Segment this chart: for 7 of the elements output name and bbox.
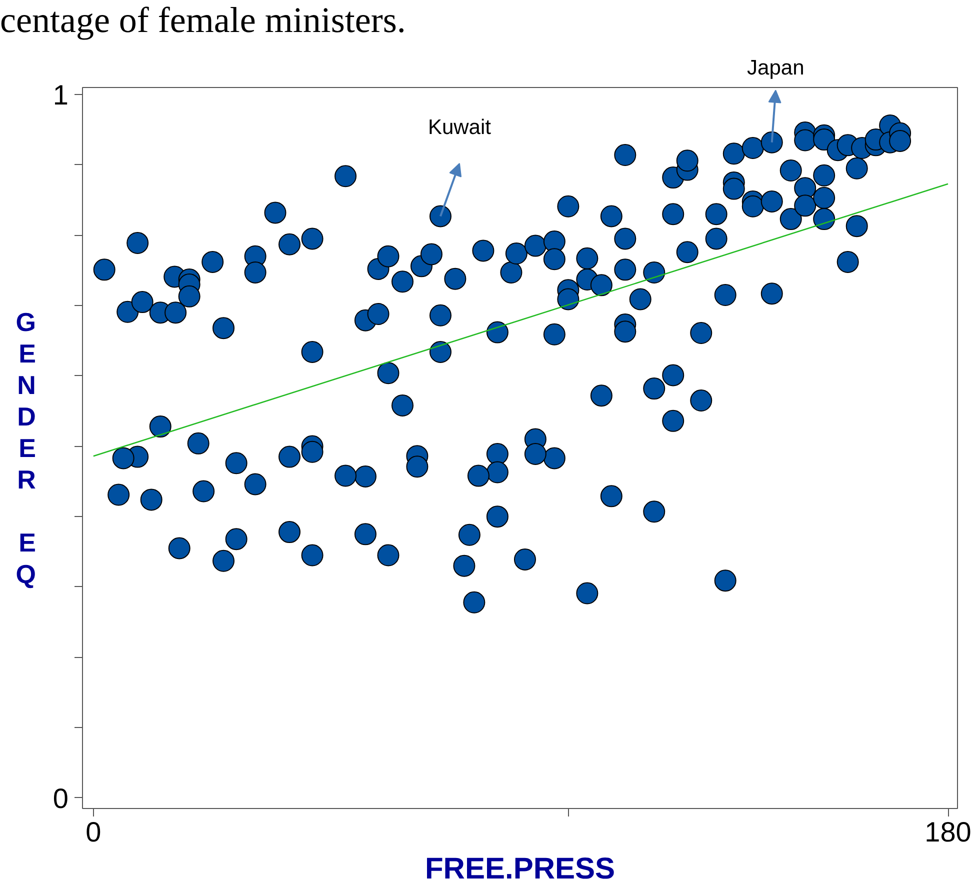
y-tick-label: 1	[52, 80, 69, 111]
x-tick-label: 180	[924, 816, 972, 848]
annotation: Kuwait	[428, 116, 492, 139]
text: GENDER EQ	[16, 307, 36, 589]
text: centage of female ministers.	[0, 0, 406, 40]
x-axis-title: FREE.PRESS	[424, 852, 616, 886]
annotation: Japan	[747, 56, 804, 80]
